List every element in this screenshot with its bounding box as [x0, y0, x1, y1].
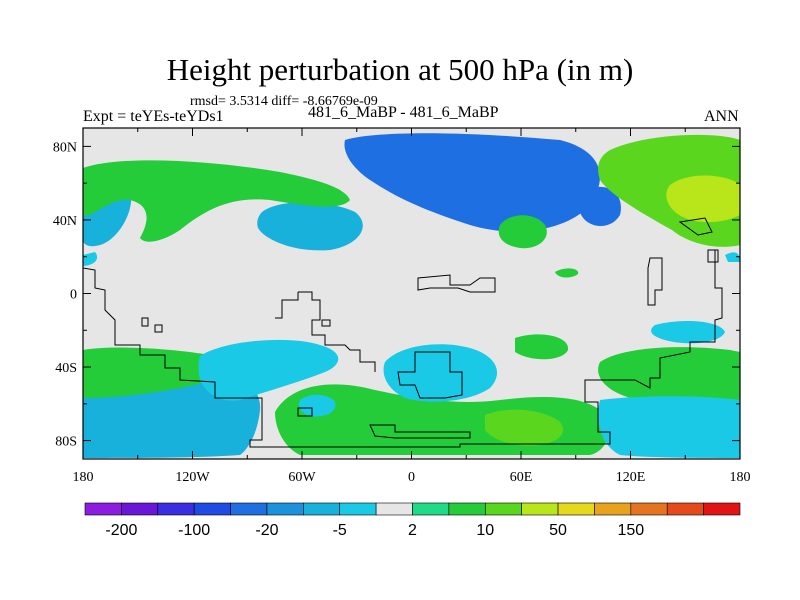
y-tick-label: 80N: [53, 140, 77, 155]
colorbar-box: [557, 502, 595, 516]
colorbar-label: 150: [617, 522, 644, 539]
coastline: [297, 407, 313, 417]
x-tick-label: 120E: [616, 470, 646, 485]
colorbar-box: [266, 502, 304, 516]
colorbar-box: [594, 502, 632, 516]
coastline: [154, 324, 163, 333]
contour-region: [485, 409, 564, 446]
colorbar-box: [339, 502, 377, 516]
x-tick-label: 120W: [175, 470, 210, 485]
colorbar-box: [84, 502, 122, 516]
colorbar-box: [412, 502, 450, 516]
experiment-label: Expt = teYEs-teYDs1: [83, 108, 224, 125]
coastlines: [83, 217, 723, 448]
coastline: [369, 424, 471, 439]
coastline: [647, 257, 663, 306]
x-tick-label: 0: [408, 470, 415, 485]
x-tick-label: 60W: [288, 470, 316, 485]
contour-region: [666, 175, 740, 223]
coastline: [707, 249, 719, 263]
contour-region: [515, 334, 569, 360]
contour-region: [198, 339, 339, 401]
colorbar-box: [484, 502, 522, 516]
coastline: [275, 292, 299, 319]
contour-region: [257, 202, 363, 251]
contour-region: [598, 347, 740, 406]
colorbar-box: [375, 502, 413, 516]
y-tick-label: 0: [70, 288, 77, 303]
contour-region: [83, 160, 350, 242]
colorbar-label: -100: [178, 522, 210, 539]
colorbar-box: [193, 502, 231, 516]
coastline: [141, 317, 149, 327]
colorbar-label: -200: [105, 522, 137, 539]
coastline: [298, 291, 376, 372]
coastline: [397, 351, 463, 399]
contour-region: [555, 268, 579, 278]
colorbar-label: 50: [549, 522, 567, 539]
colorbar-label: -5: [333, 522, 347, 539]
colorbar-box: [521, 502, 559, 516]
x-tick-label: 180: [73, 470, 94, 485]
colorbar-label: 2: [408, 522, 417, 539]
y-tick-label: 40N: [53, 214, 77, 229]
colorbar-label: -20: [255, 522, 278, 539]
season-label: ANN: [704, 108, 739, 125]
stats-line: rmsd= 3.5314 diff= -8.66769e-09: [190, 94, 378, 109]
y-tick-label: 40S: [55, 361, 77, 376]
colorbar-box: [666, 502, 704, 516]
coastline: [417, 274, 496, 293]
colorbar-box: [630, 502, 668, 516]
contour-region: [83, 252, 98, 266]
colorbar-box: [303, 502, 341, 516]
colorbar-box: [703, 502, 741, 516]
contour-region: [393, 149, 541, 207]
y-tick-label: 80S: [55, 435, 77, 450]
colorbar-box: [157, 502, 195, 516]
colorbar-box: [121, 502, 159, 516]
contour-fills: [83, 133, 740, 458]
chart-title: Height perturbation at 500 hPa (in m): [166, 52, 634, 87]
contour-region: [498, 215, 547, 249]
colorbar-box: [230, 502, 268, 516]
contour-region: [651, 320, 725, 344]
coastline: [83, 250, 723, 448]
x-tick-label: 60E: [510, 470, 533, 485]
colorbar-label: 10: [476, 522, 494, 539]
coastline: [678, 217, 713, 236]
contour-region: [598, 396, 740, 458]
contour-region: [725, 252, 740, 262]
coastline: [321, 319, 331, 327]
case-label: 481_6_MaBP - 481_6_MaBP: [308, 104, 499, 121]
colorbar-box: [448, 502, 486, 516]
x-tick-label: 180: [730, 470, 751, 485]
contour-region: [298, 344, 498, 417]
